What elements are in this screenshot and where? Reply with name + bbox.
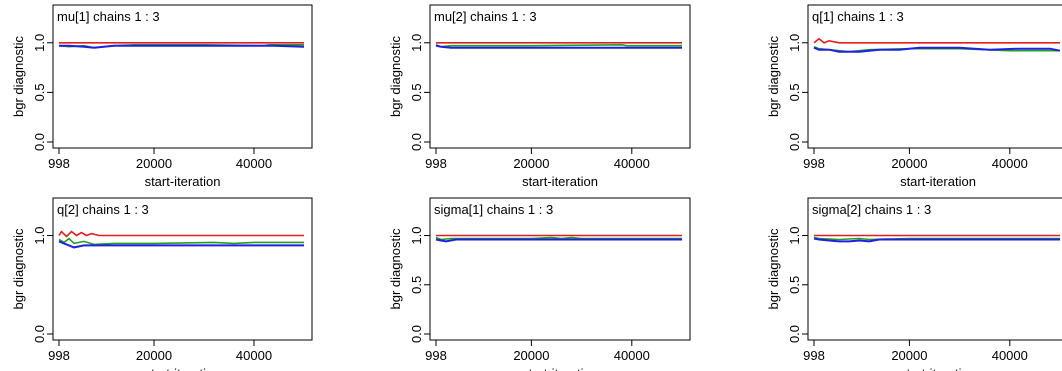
chain-3-line xyxy=(813,237,1060,243)
x-tick-label: 998 xyxy=(425,348,447,363)
chain-3-line xyxy=(59,44,305,49)
chart-panel-2: mu[2] chains 1 : 3 998 20000 40000 0.0 0.5 1.0… xyxy=(388,4,691,189)
x-tick-label: 40000 xyxy=(614,348,650,363)
y-axis-label: bgr diagnostic xyxy=(11,36,26,117)
panel-title: q[2] chains 1 : 3 xyxy=(57,202,149,217)
x-tick-label: 20000 xyxy=(513,348,549,363)
x-tick-label: 40000 xyxy=(236,156,272,171)
y-axis-label: bgr diagnostic xyxy=(766,36,781,117)
x-axis-label: start-iteration xyxy=(145,174,221,189)
x-axis-label: start-iteration xyxy=(522,366,598,371)
y-axis-label: bgr diagnostic xyxy=(11,228,26,309)
plot-frame xyxy=(429,197,691,341)
x-tick-label: 20000 xyxy=(136,348,172,363)
y-tick-label: 0.5 xyxy=(787,83,802,101)
x-tick-label: 998 xyxy=(425,156,447,171)
chain-1-line xyxy=(813,37,1060,44)
panel-title: q[1] chains 1 : 3 xyxy=(812,9,904,24)
chain-2-line xyxy=(435,236,682,241)
x-axis-label: start-iteration xyxy=(145,366,221,371)
y-tick-label: 0.0 xyxy=(787,133,802,151)
y-axis-label: bgr diagnostic xyxy=(388,228,403,309)
x-axis-label: start-iteration xyxy=(900,366,976,371)
plot-frame xyxy=(807,197,1062,341)
y-axis-label: bgr diagnostic xyxy=(388,36,403,117)
y-tick-label: 0.5 xyxy=(409,83,424,101)
y-tick-label: 1.0 xyxy=(409,226,424,244)
x-tick-label: 998 xyxy=(48,156,70,171)
plot-frame xyxy=(807,4,1062,149)
x-tick-label: 998 xyxy=(803,156,825,171)
x-axis-label: start-iteration xyxy=(900,174,976,189)
panel-title: mu[2] chains 1 : 3 xyxy=(434,9,537,24)
x-tick-label: 20000 xyxy=(513,156,549,171)
y-tick-label: 0.0 xyxy=(32,325,47,343)
chart-panel-1: mu[1] chains 1 : 3 998 20000 40000 0.0 0.5 1.0… xyxy=(11,4,313,189)
chain-3-line xyxy=(435,238,682,243)
x-tick-label: 40000 xyxy=(992,156,1028,171)
chain-3-line xyxy=(58,240,304,249)
chart-panel-6: sigma[2] chains 1 : 3 998 20000 40000 0.0 0.5… xyxy=(766,197,1062,371)
panel-title: sigma[1] chains 1 : 3 xyxy=(434,202,553,217)
y-tick-label: 0.0 xyxy=(32,133,47,151)
x-axis-label: start-iteration xyxy=(522,174,598,189)
chart-panel-4: q[2] chains 1 : 3 998 20000 40000 0.0 1.0 star… xyxy=(11,197,313,371)
y-tick-label: 0.5 xyxy=(32,83,47,101)
y-tick-label: 1.0 xyxy=(409,34,424,52)
y-tick-label: 0.0 xyxy=(409,133,424,151)
x-tick-label: 40000 xyxy=(236,348,272,363)
x-tick-label: 20000 xyxy=(136,156,172,171)
chart-panel-3: q[1] chains 1 : 3 998 20000 40000 0.0 0.5 1.0 s… xyxy=(766,4,1062,189)
plot-frame xyxy=(52,4,313,149)
x-tick-label: 998 xyxy=(803,348,825,363)
y-tick-label: 0.5 xyxy=(787,276,802,294)
x-tick-label: 998 xyxy=(48,348,70,363)
plot-frame xyxy=(429,4,691,149)
x-tick-label: 20000 xyxy=(891,348,927,363)
y-tick-label: 1.0 xyxy=(787,226,802,244)
y-tick-label: 1.0 xyxy=(32,226,47,244)
y-tick-label: 0.5 xyxy=(409,276,424,294)
y-tick-label: 0.0 xyxy=(787,325,802,343)
panel-title: sigma[2] chains 1 : 3 xyxy=(812,202,931,217)
plot-frame xyxy=(52,197,313,341)
y-tick-label: 1.0 xyxy=(787,34,802,52)
panel-title: mu[1] chains 1 : 3 xyxy=(57,9,160,24)
chain-2-line xyxy=(58,237,304,246)
y-tick-label: 0.0 xyxy=(409,325,424,343)
y-tick-label: 1.0 xyxy=(32,34,47,52)
chart-panel-5: sigma[1] chains 1 : 3 998 20000 40000 0.0 0.5… xyxy=(388,197,691,371)
x-tick-label: 40000 xyxy=(614,156,650,171)
x-tick-label: 40000 xyxy=(992,348,1028,363)
chain-3-line xyxy=(435,44,682,49)
y-axis-label: bgr diagnostic xyxy=(766,228,781,309)
x-tick-label: 20000 xyxy=(891,156,927,171)
chain-2-line xyxy=(435,43,682,48)
chain-1-line xyxy=(58,230,304,238)
chain-3-line xyxy=(813,46,1061,53)
